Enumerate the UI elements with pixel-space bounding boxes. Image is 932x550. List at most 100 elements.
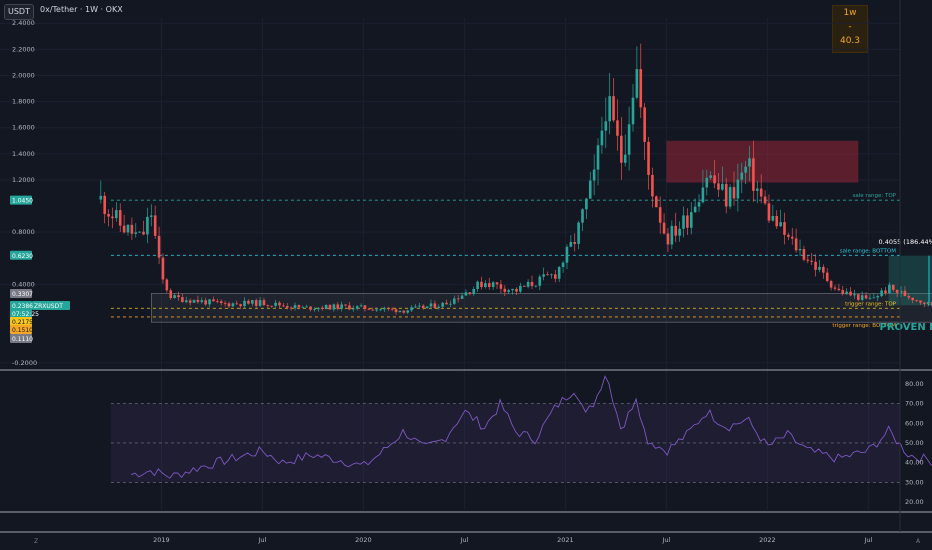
candle-body (285, 306, 289, 308)
time-tick-label: 2021 (557, 536, 574, 544)
price-tag-bg (10, 316, 32, 326)
candle-body (491, 282, 495, 287)
candle-body (363, 305, 367, 309)
candle-body (204, 300, 207, 305)
candle-body (740, 172, 744, 180)
candle-body (756, 188, 759, 191)
candle-body (130, 224, 134, 234)
candle-body (115, 210, 118, 219)
candle-body (118, 210, 122, 226)
price-tick-label: 0.8000 (12, 228, 35, 236)
candle-body (487, 283, 491, 287)
price-tag-label: 07:52:25 (12, 311, 39, 318)
candle-body (721, 183, 724, 190)
candle-body (833, 287, 837, 289)
candle-body (196, 299, 200, 303)
candle-body (787, 234, 790, 237)
candle-body (414, 306, 417, 308)
candle-body (107, 213, 110, 217)
candle-body (251, 300, 254, 304)
price-tick-label: 1.4000 (12, 150, 35, 158)
candle-body (383, 308, 386, 310)
measure-box (888, 255, 932, 306)
candle-body (542, 274, 545, 277)
candle-body (631, 97, 635, 125)
candle-body (301, 306, 305, 308)
annotations: PROVEN BUY ZONE0.4055 (186.44%) 4,055.89… (879, 238, 932, 333)
candle-body (643, 107, 646, 142)
candle-body (177, 295, 180, 298)
level-label: sale range: TOP (853, 193, 897, 199)
candle-body (464, 292, 468, 296)
candle-body (915, 300, 918, 301)
candle-body (390, 308, 394, 310)
candle-body (876, 296, 880, 298)
candle-body (612, 96, 615, 121)
currency-button[interactable]: USDT (4, 4, 34, 20)
candle-body (519, 285, 522, 292)
candle-body (247, 300, 250, 304)
candle-body (860, 295, 864, 300)
supply-box-1 (666, 140, 859, 183)
candle-body (895, 289, 899, 293)
time-tick-label: Jul (257, 536, 266, 544)
price-tag-bg (10, 288, 32, 298)
candle-body (554, 274, 557, 279)
candle-body (386, 308, 390, 309)
timezone-label: Z (34, 538, 38, 545)
time-tick-label: 2022 (759, 536, 776, 544)
candle-body (480, 281, 483, 288)
candle-body (266, 305, 270, 306)
candle-body (441, 302, 444, 307)
candle-body (359, 305, 363, 307)
candle-body (884, 290, 887, 294)
candle-body (923, 302, 926, 304)
level-label: sale range: BOTTOM (840, 248, 896, 254)
candles (99, 43, 932, 315)
candle-body (169, 290, 173, 299)
candle-body (779, 222, 782, 227)
rsi-pane: 80.00 70.00 60.00 50.00 40.00 30.00 20.00 (110, 375, 932, 506)
candle-body (433, 303, 437, 309)
candle-body (274, 302, 277, 306)
candle-body (546, 274, 549, 276)
candle-body (627, 124, 631, 155)
candle-body (103, 195, 106, 214)
candle-body (686, 215, 689, 228)
candle-body (701, 187, 705, 203)
candle-body (794, 238, 798, 251)
candle-body (600, 130, 604, 146)
candle-body (495, 282, 499, 285)
candle-body (802, 249, 806, 260)
candle-body (258, 300, 262, 306)
candle-body (429, 303, 433, 307)
candle-body (790, 236, 794, 239)
candle-body (930, 301, 932, 306)
candle-body (511, 288, 514, 291)
candle-body (165, 279, 169, 291)
candle-body (620, 135, 623, 163)
candle-body (406, 310, 409, 313)
candle-body (243, 300, 246, 307)
timeframe-indicator: 1w - 40.3 (832, 5, 868, 53)
candle-body (282, 305, 285, 307)
candle-body (919, 300, 922, 303)
candle-body (394, 309, 398, 313)
candle-body (864, 295, 868, 299)
candle-body (581, 209, 584, 223)
candle-body (324, 304, 328, 310)
candle-body (134, 232, 138, 234)
price-tag-label: 0.1510 (12, 327, 33, 334)
time-tick-label: 2020 (355, 536, 372, 544)
candle-body (150, 215, 153, 217)
candle-body (763, 196, 767, 204)
candle-body (227, 303, 231, 307)
candle-body (219, 301, 223, 304)
candle-body (666, 233, 670, 245)
candle-body (771, 215, 775, 221)
candle-body (767, 203, 771, 221)
candle-body (705, 177, 709, 188)
price-tag-bg (10, 333, 32, 343)
rsi-line (130, 375, 932, 479)
